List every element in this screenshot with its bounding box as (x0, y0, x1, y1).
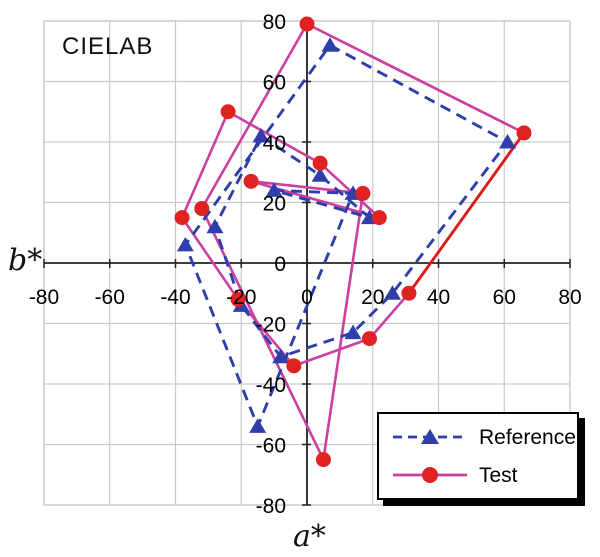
x-axis-title: a* (293, 519, 326, 554)
reference-marker-triangle (265, 182, 283, 197)
test-marker-circle (299, 16, 315, 32)
legend: Reference Test (377, 412, 579, 500)
chart-title: CIELAB (62, 33, 154, 60)
legend-label-reference: Reference (479, 425, 576, 449)
x-tick-label: -40 (160, 286, 190, 309)
test-marker-circle (286, 358, 302, 374)
test-series-red-segment (407, 132, 526, 295)
test-marker-circle (220, 104, 236, 120)
test-marker-circle (401, 285, 417, 301)
x-tick-label: 40 (427, 286, 450, 309)
reference-marker-triangle (176, 236, 194, 252)
legend-label-test: Test (479, 463, 518, 487)
x-tick-label: -80 (29, 286, 59, 309)
y-tick-label: -60 (256, 435, 286, 458)
y-tick-label: -80 (256, 495, 286, 518)
y-tick-label: 40 (263, 132, 286, 155)
reference-marker-triangle (206, 218, 224, 234)
test-marker-circle (516, 125, 532, 141)
test-marker-circle (312, 155, 328, 171)
y-tick-label: 20 (263, 193, 286, 216)
test-marker-circle (174, 210, 190, 226)
x-tick-label: -60 (95, 286, 125, 309)
y-tick-label: 60 (263, 72, 286, 95)
reference-marker-triangle (249, 418, 267, 433)
test-marker-circle (371, 210, 387, 226)
test-marker-circle (230, 291, 246, 307)
reference-marker-triangle (321, 37, 339, 52)
test-marker-circle (194, 201, 210, 217)
test-marker-circle (361, 331, 377, 347)
test-marker-circle (315, 452, 331, 468)
reference-marker-triangle (311, 167, 329, 182)
y-axis-title: b* (8, 243, 43, 278)
reference-series-line (183, 43, 509, 428)
legend-item-test: Test (391, 464, 577, 486)
reference-marker-triangle (499, 134, 517, 149)
test-swatch-icon (393, 467, 467, 483)
reference-marker-triangle (272, 348, 290, 364)
reference-marker-triangle (344, 324, 362, 340)
test-marker-circle (355, 185, 371, 201)
test-marker-circle (243, 173, 259, 189)
reference-swatch-icon (393, 429, 467, 444)
y-tick-label: -20 (256, 314, 286, 337)
x-tick-label: 60 (493, 286, 516, 309)
x-tick-label: -20 (226, 286, 256, 309)
x-tick-label: 0 (301, 286, 313, 309)
test-series-line (180, 22, 526, 461)
y-tick-label: -40 (256, 374, 286, 397)
y-tick-label: 0 (274, 253, 286, 276)
reference-marker-triangle (383, 285, 401, 300)
y-tick-label: 80 (263, 11, 286, 34)
legend-item-reference: Reference (391, 426, 577, 448)
x-tick-label: 20 (361, 286, 384, 309)
reference-marker-triangle (252, 127, 270, 143)
x-tick-label: 80 (558, 286, 581, 309)
